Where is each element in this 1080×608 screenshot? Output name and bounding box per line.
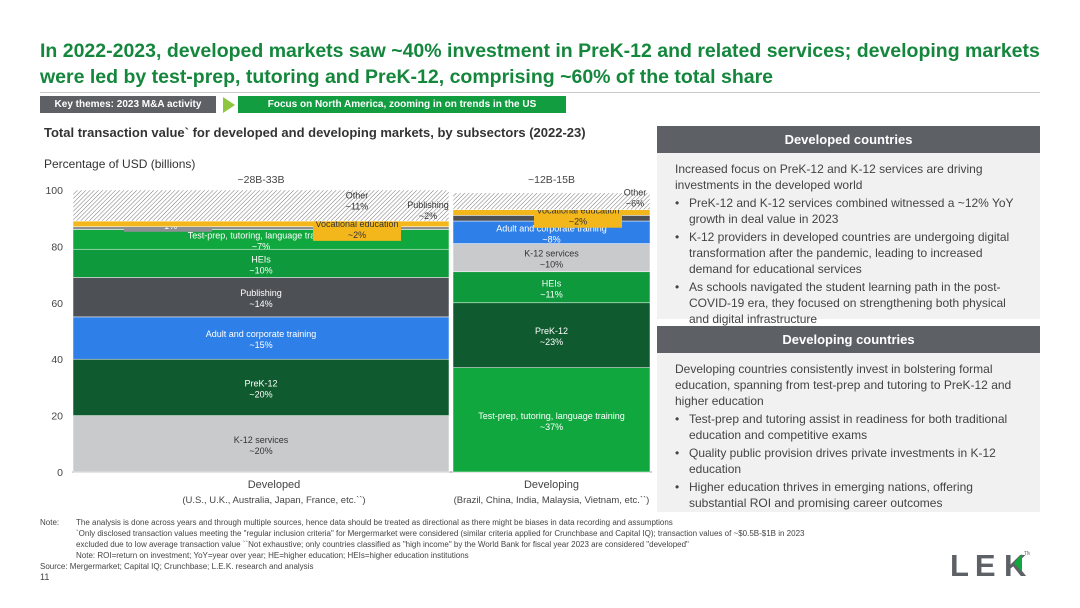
key-themes-tag: Key themes: 2023 M&A activity xyxy=(40,96,216,113)
data-label: Adult and corporate training ~15% xyxy=(206,329,317,350)
data-label: Test-prep, tutoring, language training ~3… xyxy=(478,411,625,432)
data-label: PreK-12 ~23% xyxy=(535,326,568,347)
bar-segment-prek12 xyxy=(72,358,450,416)
focus-tag: Focus on North America, zooming in on tr… xyxy=(238,96,566,113)
bar-segment-heis xyxy=(72,248,450,278)
source-line: Source: Mergermarket; Capital IQ; Crunch… xyxy=(40,562,314,571)
developed-bullet: As schools navigated the student learnin… xyxy=(675,279,1022,327)
data-label: Vocational education ~2% xyxy=(536,206,619,227)
data-label: PreK-12 ~20% xyxy=(244,378,277,399)
data-label: Publishing ~14% xyxy=(240,288,282,309)
bar-segment-k12 xyxy=(72,415,450,473)
page-number: 11 xyxy=(40,572,50,582)
bar-segment-heis xyxy=(452,271,651,304)
data-label: Vocational education ~2% xyxy=(315,219,398,240)
svg-text:LE: LE xyxy=(950,548,1002,580)
y-tick-label: 0 xyxy=(57,467,63,479)
note-label: Note: xyxy=(40,518,60,527)
developed-bullet: PreK-12 and K-12 services combined witne… xyxy=(675,195,1022,227)
developing-panel-heading: Developing countries xyxy=(657,326,1040,353)
data-label: Adult and corporate training ~8% xyxy=(496,223,607,244)
x-category-label: Developed xyxy=(248,479,301,491)
svg-text:TM: TM xyxy=(1024,551,1030,557)
bar-segment-adult xyxy=(72,316,450,360)
bar-segment-testprep xyxy=(452,367,651,473)
chart-subtitle: Percentage of USD (billions) xyxy=(44,157,196,171)
bar-total-label: ~28B-33B xyxy=(238,174,285,186)
data-label: HEIs ~10% xyxy=(249,254,272,275)
y-tick-label: 40 xyxy=(51,354,63,366)
bar-segment-other xyxy=(452,192,651,210)
x-category-label: Developing xyxy=(524,479,579,491)
data-label: K-12 services ~10% xyxy=(524,249,579,270)
data-label: Other ~11% xyxy=(346,190,369,211)
data-label: K-12 services ~20% xyxy=(234,435,289,456)
developed-panel-intro: Increased focus on PreK-12 and K-12 serv… xyxy=(675,162,983,192)
developing-bullet: Quality public provision drives private … xyxy=(675,445,1022,477)
developing-panel-intro: Developing countries consistently invest… xyxy=(675,362,1012,408)
bar-segment-prek12 xyxy=(452,302,651,368)
y-tick-label: 20 xyxy=(51,411,63,423)
lek-logo: LE K TM xyxy=(950,548,1030,580)
stacked-bar-chart: 0 20 40 60 80 100 K-12 services ~20% PreK-12 ~20%… xyxy=(45,174,652,506)
developed-bullet: K-12 providers in developed countries ar… xyxy=(675,229,1022,277)
y-tick-label: 100 xyxy=(45,185,63,197)
x-category-note: (Brazil, China, India, Malaysia, Vietnam… xyxy=(454,495,650,506)
bar-segment-k12 xyxy=(452,243,651,273)
developed-panel-heading: Developed countries xyxy=(657,126,1040,153)
developing-bullet: Test-prep and tutoring assist in readine… xyxy=(675,411,1022,443)
data-label: HEIs ~11% xyxy=(540,278,563,299)
chart-title: Total transaction value` for developed a… xyxy=(44,125,586,140)
note-line: The analysis is done across years and th… xyxy=(76,518,673,527)
developing-bullet: Higher education thrives in emerging nat… xyxy=(675,479,1022,511)
page-headline: In 2022-2023, developed markets saw ~40%… xyxy=(40,40,1040,88)
developed-countries-panel: Developed countries Increased focus on P… xyxy=(657,126,1040,326)
y-tick-label: 80 xyxy=(51,241,63,253)
note-line: excluded due to low average transaction … xyxy=(76,540,689,549)
y-tick-label: 60 xyxy=(51,298,63,310)
tag-arrow-icon xyxy=(223,97,235,113)
data-label: Test-prep, tutoring, language training ~7… xyxy=(188,230,335,251)
developing-countries-panel: Developing countries Developing countrie… xyxy=(657,326,1040,512)
data-label: Other ~6% xyxy=(624,188,647,209)
header-divider xyxy=(40,92,1040,93)
data-label: Publishing ~2% xyxy=(407,200,449,221)
x-category-note: (U.S., U.K., Australia, Japan, France, e… xyxy=(182,495,365,506)
bar-segment-other xyxy=(72,189,450,222)
footnotes: Note: The analysis is done across years … xyxy=(40,517,940,572)
note-line: `Only disclosed transaction values meeti… xyxy=(76,529,805,538)
note-line: Note: ROI=return on investment; YoY=year… xyxy=(76,551,469,560)
bar-segment-publishing xyxy=(72,277,450,318)
bar-total-label: ~12B-15B xyxy=(528,174,575,186)
